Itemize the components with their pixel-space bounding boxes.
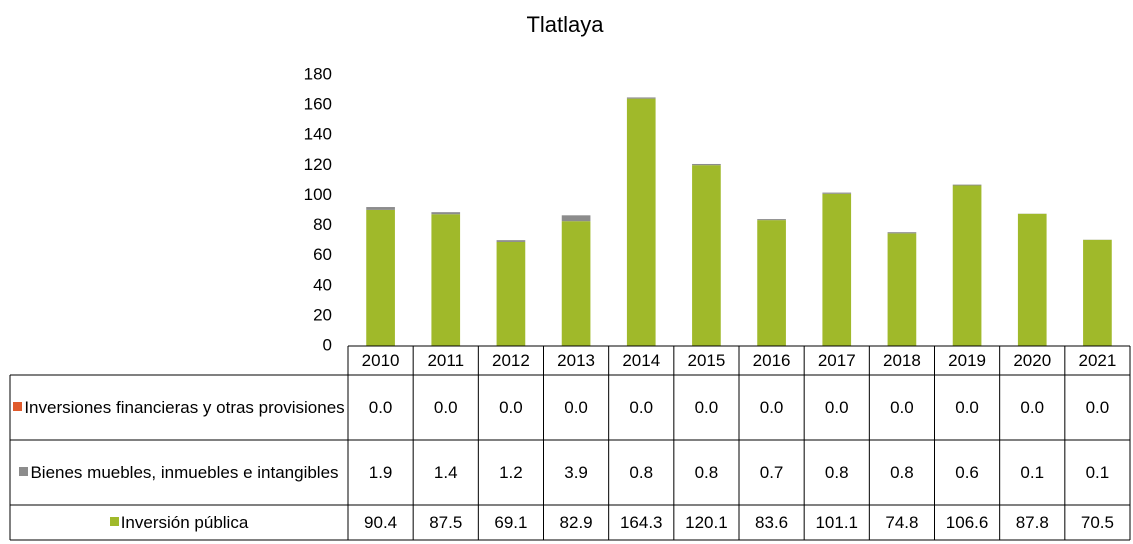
bar [1083, 239, 1112, 346]
legend-cell: Inversiones financieras y otras provisio… [12, 375, 346, 440]
bar [1017, 213, 1047, 346]
table-value: 0.0 [890, 398, 914, 417]
bar [431, 212, 461, 215]
y-tick-label: 160 [304, 95, 332, 114]
x-tick-label: 2011 [427, 351, 464, 370]
table-value: 0.0 [499, 398, 523, 417]
table-value: 0.8 [825, 463, 849, 482]
legend-swatch [109, 516, 119, 526]
y-tick-label: 60 [313, 245, 332, 264]
y-tick-label: 0 [323, 335, 332, 354]
table-value: 70.5 [1081, 513, 1114, 532]
table-value: 3.9 [564, 463, 588, 482]
bar [952, 185, 982, 346]
legend-entry: Inversiones financieras y otras provisio… [12, 375, 346, 440]
y-tick-label: 100 [304, 185, 332, 204]
legend-label: Bienes muebles, inmuebles e intangibles [30, 462, 339, 482]
table-value: 0.0 [564, 398, 588, 417]
y-tick-label: 140 [304, 125, 332, 144]
table-value: 1.9 [369, 463, 393, 482]
table-value: 0.1 [1086, 463, 1110, 482]
bar [626, 98, 656, 346]
bar [496, 241, 526, 346]
table-value: 164.3 [620, 513, 663, 532]
bar [952, 184, 982, 186]
table-value: 0.8 [695, 463, 719, 482]
bar [822, 192, 852, 194]
x-tick-label: 2015 [688, 351, 726, 370]
table-value: 82.9 [560, 513, 593, 532]
table-value: 87.8 [1016, 513, 1049, 532]
x-tick-label: 2021 [1079, 351, 1117, 370]
x-tick-label: 2014 [622, 351, 660, 370]
legend-entry: Bienes muebles, inmuebles e intangibles [12, 440, 346, 505]
chart-title: Tlatlaya [526, 12, 604, 37]
bar [496, 240, 526, 242]
bar [366, 207, 395, 210]
table-value: 0.0 [695, 398, 719, 417]
legend-swatch [13, 401, 23, 411]
y-tick-label: 120 [304, 155, 332, 174]
y-tick-label: 180 [304, 64, 332, 83]
table-value: 87.5 [429, 513, 462, 532]
table-value: 0.8 [629, 463, 653, 482]
table-value: 106.6 [946, 513, 989, 532]
table-value: 0.0 [629, 398, 653, 417]
table-value: 69.1 [494, 513, 527, 532]
x-tick-label: 2020 [1013, 351, 1051, 370]
legend-label: Inversiones financieras y otras provisio… [24, 397, 345, 417]
legend-cell: Bienes muebles, inmuebles e intangibles [12, 440, 346, 505]
legend-cell: Inversión pública [12, 505, 346, 540]
table-value: 1.2 [499, 463, 523, 482]
x-tick-label: 2013 [557, 351, 595, 370]
bar [887, 232, 917, 234]
table-value: 74.8 [885, 513, 918, 532]
table-value: 0.0 [369, 398, 393, 417]
x-tick-label: 2010 [362, 351, 400, 370]
table-value: 0.0 [760, 398, 784, 417]
x-tick-label: 2017 [818, 351, 856, 370]
legend-label: Inversión pública [120, 512, 249, 532]
bar [692, 163, 721, 166]
x-tick-label: 2018 [883, 351, 921, 370]
x-tick-label: 2019 [948, 351, 986, 370]
table-value: 0.0 [1086, 398, 1110, 417]
bar [626, 97, 656, 99]
bar [431, 214, 461, 346]
bar [757, 219, 786, 221]
legend-entry: Inversión pública [12, 505, 346, 540]
table-value: 0.8 [890, 463, 914, 482]
bar [887, 233, 917, 346]
table-value: 0.0 [434, 398, 458, 417]
bar [692, 165, 721, 346]
table-value: 1.4 [434, 463, 458, 482]
x-tick-label: 2012 [492, 351, 530, 370]
legend-swatch [19, 466, 29, 476]
table-value: 120.1 [685, 513, 728, 532]
table-value: 0.7 [760, 463, 784, 482]
y-tick-label: 80 [313, 215, 332, 234]
table-value: 0.0 [1020, 398, 1044, 417]
bar [822, 193, 852, 346]
x-tick-label: 2016 [753, 351, 791, 370]
bar [366, 209, 395, 346]
table-value: 0.0 [955, 398, 979, 417]
table-value: 0.0 [825, 398, 849, 417]
bar [561, 215, 591, 222]
y-tick-label: 20 [313, 305, 332, 324]
table-value: 101.1 [815, 513, 858, 532]
bar [561, 221, 591, 346]
table-value: 0.6 [955, 463, 979, 482]
table-value: 90.4 [364, 513, 397, 532]
bar [757, 220, 786, 346]
table-value: 83.6 [755, 513, 788, 532]
y-tick-label: 40 [313, 275, 332, 294]
table-value: 0.1 [1020, 463, 1044, 482]
